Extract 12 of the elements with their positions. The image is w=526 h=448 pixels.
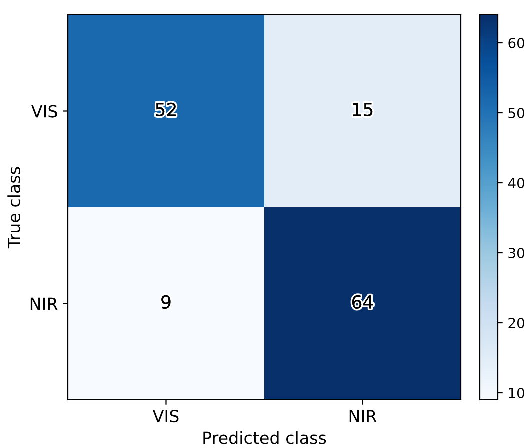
- color-bar-label: 40: [508, 178, 524, 188]
- color-bar-label: 60: [508, 38, 524, 48]
- y-axis-title: True class: [8, 167, 21, 249]
- color-bar-label: 20: [508, 318, 524, 328]
- color-bar-label: 30: [508, 248, 524, 258]
- data-label: 9: [162, 295, 171, 309]
- data-label: 52: [156, 102, 176, 116]
- data-label: 64: [352, 295, 374, 309]
- x-axis-title: Predicted class: [204, 431, 326, 444]
- color-bar-label: 10: [509, 388, 524, 398]
- color-bar-label: 50: [508, 108, 524, 118]
- data-label: 15: [353, 103, 373, 116]
